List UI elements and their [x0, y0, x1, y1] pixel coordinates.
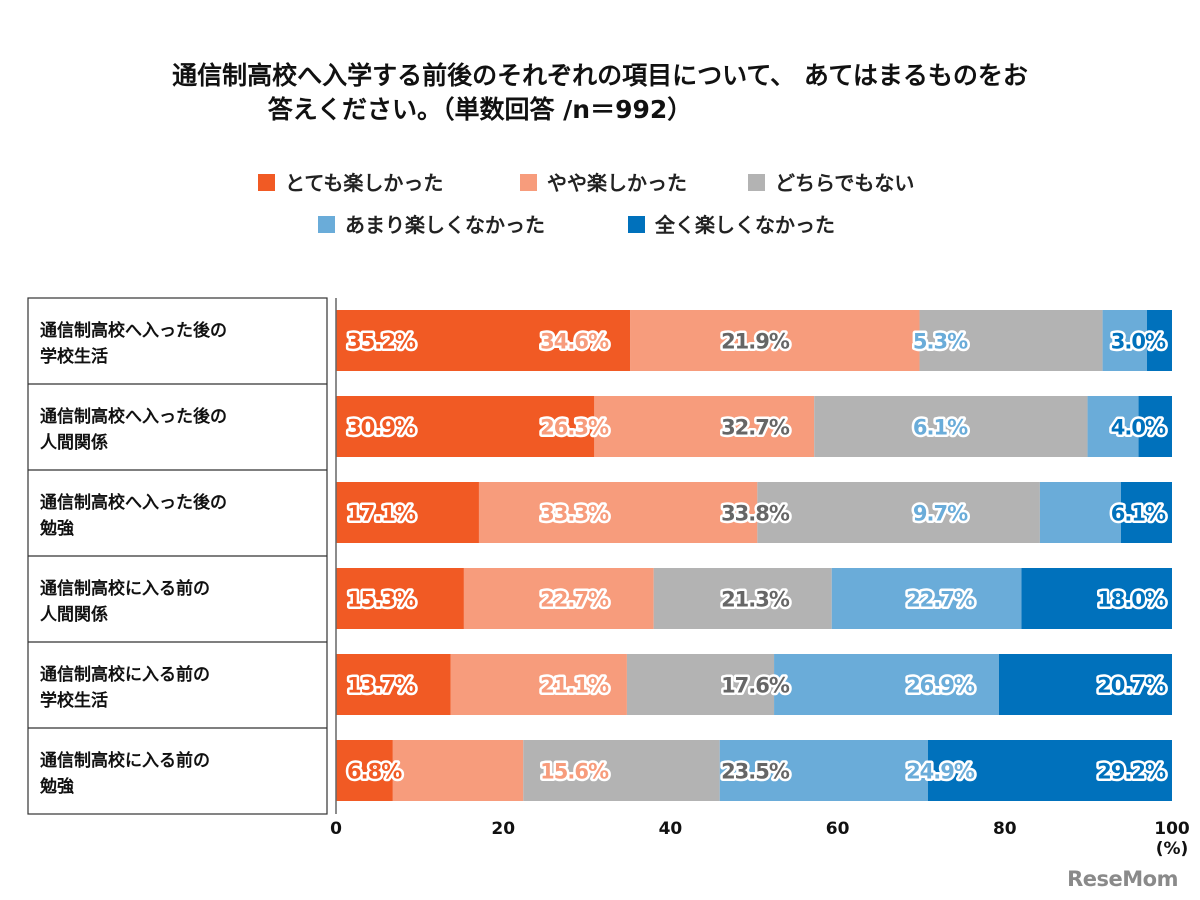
bar-segment — [336, 654, 451, 715]
bar-segment — [653, 568, 832, 629]
data-label: 26.3% — [540, 416, 609, 440]
legend-swatch — [318, 216, 335, 233]
data-label: 3.0% — [1111, 330, 1166, 354]
data-label: 20.7% — [1097, 674, 1166, 698]
bar-segment — [523, 740, 720, 801]
bar-segment — [336, 396, 595, 457]
data-label: 35.2% — [347, 330, 416, 354]
category-label-line-1: 通信制高校へ入った後の — [40, 492, 227, 513]
bar-segment — [927, 740, 1172, 801]
data-label: 6.1% — [913, 416, 968, 440]
bar-segment — [1102, 310, 1147, 371]
data-label: 22.7% — [906, 588, 975, 612]
bar-segment — [719, 740, 928, 801]
data-label: 21.9% — [721, 330, 790, 354]
data-label: 34.6% — [540, 330, 609, 354]
x-axis: 0 20 40 60 80 100 — [330, 298, 1190, 839]
data-label: 17.1% — [347, 502, 416, 526]
bar-segment — [998, 654, 1172, 715]
data-label: 15.3% — [347, 588, 416, 612]
data-label: 32.7% — [721, 416, 790, 440]
legend-swatch — [748, 174, 765, 191]
bar-segment — [626, 654, 775, 715]
bar-segment — [478, 482, 758, 543]
bars — [336, 310, 1172, 801]
bar-segment — [336, 740, 393, 801]
bar-segment — [336, 568, 464, 629]
bar-segment — [919, 310, 1103, 371]
data-label: 22.7% — [540, 588, 609, 612]
category-label-line-1: 通信制高校へ入った後の — [40, 320, 227, 341]
data-label: 21.3% — [721, 588, 790, 612]
data-label: 6.1% — [1111, 502, 1166, 526]
x-tick-label: 0 — [330, 819, 342, 839]
data-label: 24.9% — [906, 760, 975, 784]
data-label: 29.2% — [1097, 760, 1166, 784]
data-label: 6.8% — [347, 760, 402, 784]
legend-label: やや楽しかった — [547, 171, 687, 195]
bar-segment — [450, 654, 627, 715]
category-label-line-2: 勉強 — [39, 776, 74, 797]
data-label: 18.0% — [1097, 588, 1166, 612]
bar-segment — [831, 568, 1022, 629]
category-label-line-2: 勉強 — [39, 518, 74, 539]
bar-segment — [757, 482, 1040, 543]
bar-segment — [1146, 310, 1172, 371]
data-label: 30.9% — [347, 416, 416, 440]
bar-segment — [1121, 482, 1172, 543]
bar-segment — [463, 568, 654, 629]
data-label: 15.6% — [540, 760, 609, 784]
x-tick-label: 60 — [826, 819, 850, 839]
legend-label: とても楽しかった — [285, 171, 443, 195]
legend-label: 全く楽しくなかった — [654, 213, 835, 237]
data-label: 33.3% — [540, 502, 609, 526]
bar-segment — [630, 310, 920, 371]
data-label: 9.7% — [913, 502, 968, 526]
x-tick-label: 80 — [993, 819, 1017, 839]
bar-segment — [774, 654, 999, 715]
legend-swatch — [258, 174, 275, 191]
category-labels: 通信制高校へ入った後の学校生活通信制高校へ入った後の人間関係通信制高校へ入った後… — [27, 297, 328, 815]
bar-segment — [336, 482, 479, 543]
bar-segment — [594, 396, 815, 457]
bar-segment — [814, 396, 1088, 457]
category-label-line-1: 通信制高校に入る前の — [40, 750, 210, 771]
legend-label: どちらでもない — [775, 171, 914, 195]
data-label: 4.0% — [1111, 416, 1166, 440]
data-label: 33.8% — [721, 502, 790, 526]
x-tick-label: 40 — [659, 819, 683, 839]
x-tick-label: 100 — [1154, 819, 1190, 839]
bar-segment — [1138, 396, 1172, 457]
bar-segment — [392, 740, 524, 801]
bar-segment — [1039, 482, 1122, 543]
data-label: 21.1% — [540, 674, 609, 698]
category-label-line-1: 通信制高校に入る前の — [40, 578, 210, 599]
bar-segment — [1021, 568, 1172, 629]
category-label-line-2: 学校生活 — [40, 346, 108, 367]
data-label: 26.9% — [906, 674, 975, 698]
data-labels: 35.2% 34.6% 21.9% 5.3% 3.0% 30.9% 26.3% 32.7% 6.… — [345, 327, 1170, 786]
bar-segment — [336, 310, 631, 371]
resemom-logo: ReseMom — [1067, 867, 1178, 891]
legend-swatch — [628, 216, 645, 233]
legend-swatch — [520, 174, 537, 191]
category-label-line-1: 通信制高校へ入った後の — [40, 406, 227, 427]
data-label: 13.7% — [347, 674, 416, 698]
data-label: 5.3% — [913, 330, 968, 354]
bar-segment — [1087, 396, 1139, 457]
x-tick-label: 20 — [491, 819, 515, 839]
category-label-line-1: 通信制高校に入る前の — [40, 664, 210, 685]
legend-label: あまり楽しくなかった — [345, 213, 545, 237]
category-label-line-2: 人間関係 — [40, 604, 108, 625]
chart-title-line-2: 答えください。（単数回答 /n＝992） — [268, 95, 693, 124]
data-label: 23.5% — [721, 760, 790, 784]
category-label-line-2: 学校生活 — [40, 690, 108, 711]
data-label: 17.6% — [721, 674, 790, 698]
chart-title-line-1: 通信制高校へ入学する前後のそれぞれの項目について、 あてはまるものをお — [172, 61, 1028, 90]
x-axis-unit: (%) — [1156, 839, 1189, 859]
category-label-line-2: 人間関係 — [40, 432, 108, 453]
